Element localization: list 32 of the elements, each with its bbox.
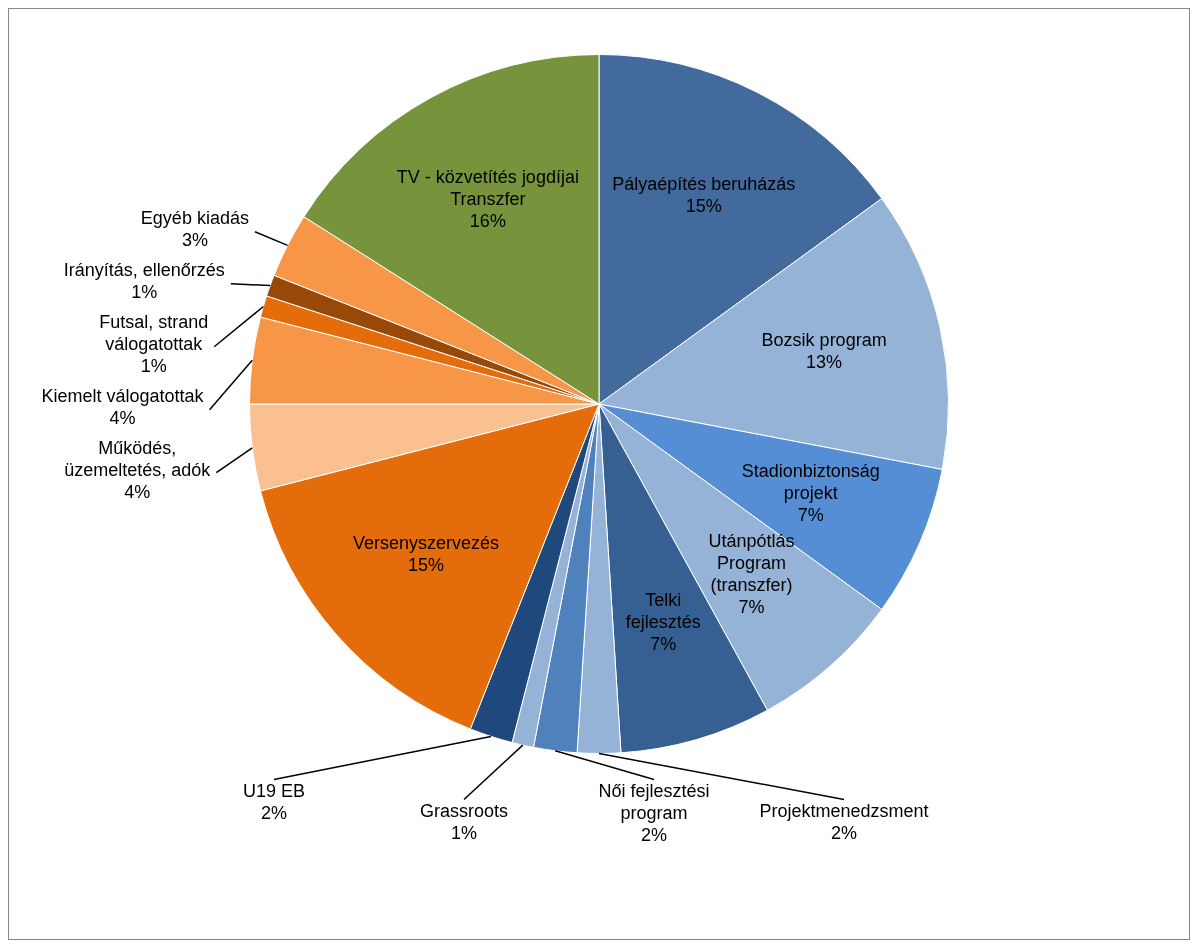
data-label: 1% [450, 823, 478, 844]
data-label: 2% [830, 823, 858, 844]
data-label: 4% [124, 481, 151, 502]
slice-label: Utánpótlás Program (transzfer) [708, 531, 795, 595]
data-label: 2% [260, 803, 288, 824]
slice-label: U19 EB [242, 781, 306, 802]
slice-label: Versenyszervezés [352, 532, 500, 553]
slice-label: Női fejlesztési program [598, 781, 710, 824]
data-label: 1% [140, 355, 167, 376]
data-label: 16% [469, 210, 506, 231]
slice-label: Működés, üzemeltetés, adók [64, 437, 212, 480]
slice-label: Pályaépítés beruházás [612, 174, 796, 195]
data-label: 15% [685, 196, 722, 217]
slice-label: Grassroots [419, 801, 509, 822]
data-label: 4% [109, 407, 136, 428]
slice-label: Irányítás, ellenőrzés [63, 259, 225, 280]
slice-label: Bozsik program [761, 329, 887, 350]
slice-label: Futsal, strand válogatottak [99, 311, 209, 354]
slice-label: TV - közvetítés jogdíjai Transzfer [396, 166, 579, 209]
data-label: 3% [181, 229, 208, 250]
slice-label: Stadionbiztonság projekt [741, 460, 880, 503]
data-label: 1% [131, 281, 158, 302]
slice-label: Kiemelt válogatottak [41, 385, 205, 406]
data-label: 7% [738, 597, 765, 617]
slice-label: Telki fejlesztés [625, 590, 701, 633]
data-label: 7% [650, 634, 677, 655]
slice-label: Projektmenedzsment [759, 801, 929, 822]
data-label: 7% [797, 504, 824, 525]
slice-label: Egyéb kiadás [140, 207, 249, 228]
data-label: 2% [640, 825, 668, 846]
data-label: 13% [806, 351, 843, 372]
data-label: 15% [407, 554, 444, 575]
